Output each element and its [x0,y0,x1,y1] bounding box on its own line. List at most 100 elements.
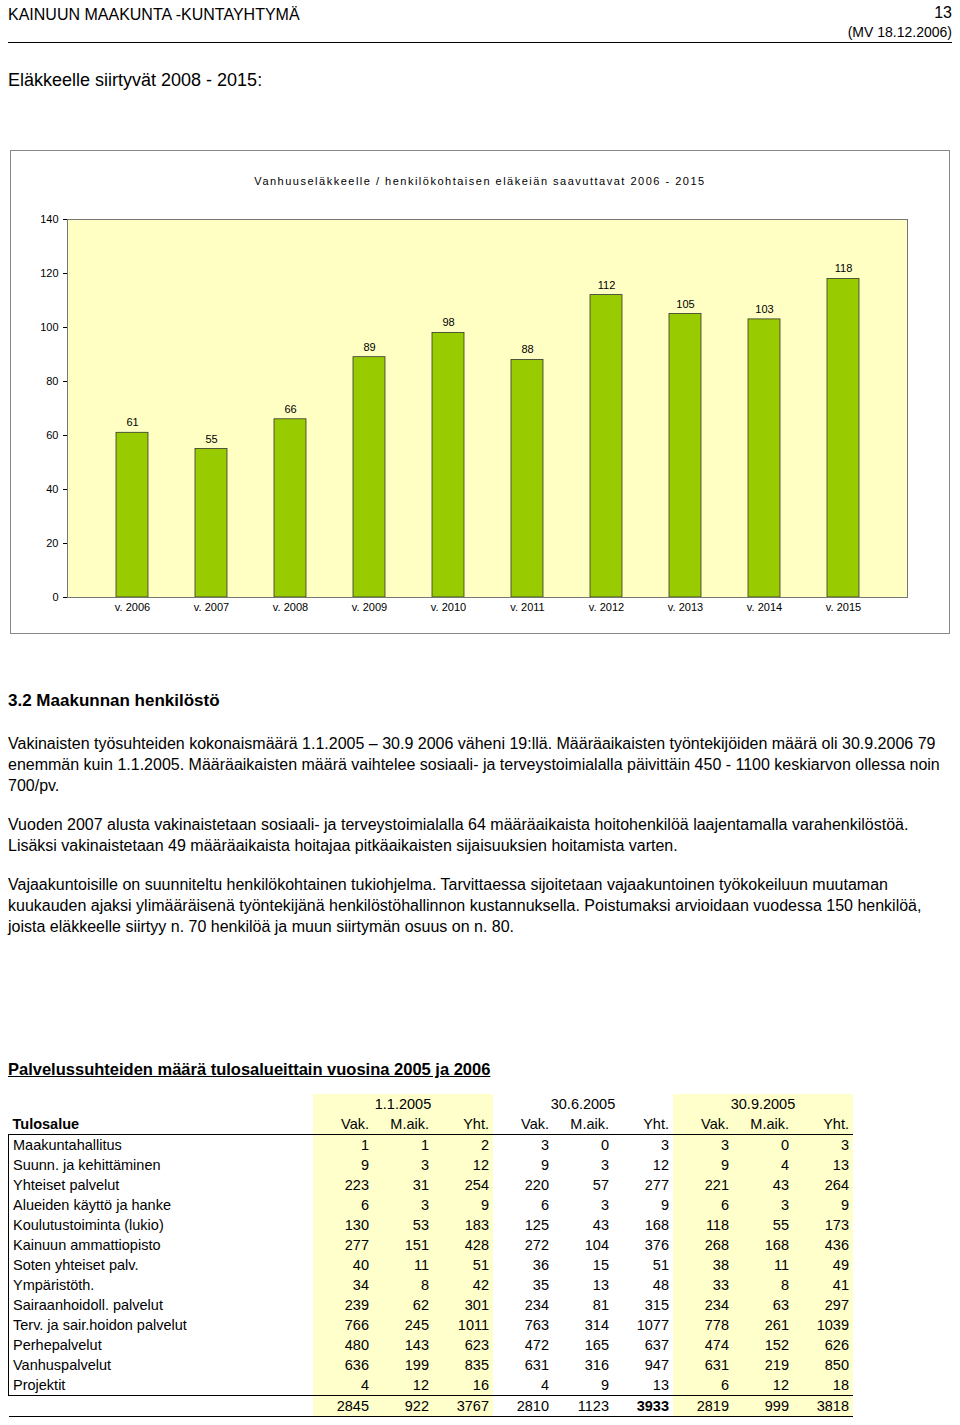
html-text:221: 221 [704,1177,729,1193]
svg-text:80: 80 [46,375,58,387]
html-text:277: 277 [344,1237,369,1253]
html-text:Soten yhteiset palv.: Soten yhteiset palv. [13,1257,139,1273]
svg-text:v. 2011: v. 2011 [510,601,544,613]
svg-text:v. 2007: v. 2007 [194,601,229,613]
svg-text:89: 89 [363,341,375,353]
html-text:272: 272 [524,1237,549,1253]
svg-text:20: 20 [46,537,58,549]
svg-text:103: 103 [755,303,773,315]
html-text:Vak.: Vak. [341,1116,369,1132]
html-text:13: 13 [934,4,952,21]
html-text:30.9.2005: 30.9.2005 [730,1096,796,1112]
svg-text:98: 98 [442,316,454,328]
html-text:254: 254 [464,1177,489,1193]
svg-text:0: 0 [52,591,58,603]
html-text:183: 183 [464,1217,489,1233]
html-text:12: 12 [472,1157,489,1173]
svg-text:v. 2006: v. 2006 [115,601,150,613]
svg-text:140: 140 [40,213,58,225]
html-text:1.1.2005: 1.1.2005 [374,1096,432,1112]
svg-text:120: 120 [40,267,58,279]
html-text:173: 173 [824,1217,849,1233]
html-text:36: 36 [532,1257,549,1273]
html-text:436: 436 [824,1237,849,1253]
html-text:Koulutustoiminta (lukio): Koulutustoiminta (lukio) [13,1217,164,1233]
html-text:264: 264 [824,1177,849,1193]
html-text:Vajaakuntoisille on suunnitelt: Vajaakuntoisille on suunniteltu henkilök… [8,876,922,935]
svg-text:v. 2009: v. 2009 [352,601,387,613]
html-text:34: 34 [352,1277,369,1293]
html-text:11: 11 [773,1257,789,1273]
html-text:Kainuun ammattiopisto: Kainuun ammattiopisto [13,1237,161,1253]
html-text:220: 220 [524,1177,549,1193]
html-text:M.aik.: M.aik. [390,1116,429,1132]
svg-text:v. 2010: v. 2010 [431,601,466,613]
html-text:168: 168 [764,1237,789,1253]
html-text:30.6.2005: 30.6.2005 [550,1096,616,1112]
html-text:13: 13 [832,1157,849,1173]
svg-text:112: 112 [598,279,616,291]
html-text:43: 43 [772,1177,789,1193]
html-text:Vuoden 2007 alusta vakinaistet: Vuoden 2007 alusta vakinaistetaan sosiaa… [8,816,909,854]
html-text:118: 118 [705,1217,729,1233]
svg-text:61: 61 [126,416,138,428]
html-text:35: 35 [532,1277,549,1293]
html-text:57: 57 [592,1177,609,1193]
html-text:38: 38 [712,1257,729,1273]
html-text:168: 168 [644,1217,669,1233]
svg-text:88: 88 [521,343,533,355]
html-text:Eläkkeelle siirtyvät 2008 - 20: Eläkkeelle siirtyvät 2008 - 2015: [8,70,263,90]
html-text:Vakinaisten työsuhteiden kokon: Vakinaisten työsuhteiden kokonaismäärä 1… [8,735,940,794]
html-text:Yht.: Yht. [823,1116,849,1132]
html-text:104: 104 [584,1237,609,1253]
html-text:125: 125 [524,1217,549,1233]
svg-text:v. 2014: v. 2014 [747,601,782,613]
html-text:11: 11 [413,1257,429,1273]
html-text:Yht.: Yht. [463,1116,489,1132]
svg-text:55: 55 [205,433,217,445]
html-text:49: 49 [832,1257,849,1273]
html-text:51: 51 [652,1257,669,1273]
html-text:Maakuntahallitus: Maakuntahallitus [13,1137,122,1153]
html-text:Yhteiset palvelut: Yhteiset palvelut [13,1177,120,1193]
svg-text:66: 66 [284,403,296,415]
svg-text:v. 2008: v. 2008 [273,601,308,613]
svg-text:40: 40 [46,483,58,495]
html-text:376: 376 [644,1237,669,1253]
html-text:15: 15 [592,1257,609,1273]
html-text:Tulosalue: Tulosalue [12,1116,80,1132]
svg-text:105: 105 [676,298,694,310]
svg-text:v. 2013: v. 2013 [668,601,703,613]
html-text:M.aik.: M.aik. [750,1116,789,1132]
html-text:43: 43 [592,1217,609,1233]
html-text:Vak.: Vak. [701,1116,729,1132]
html-text:53: 53 [412,1217,429,1233]
html-text:M.aik.: M.aik. [570,1116,609,1132]
html-text:55: 55 [772,1217,789,1233]
html-text:42: 42 [472,1277,489,1293]
html-text:51: 51 [472,1257,489,1273]
html-text:Vak.: Vak. [521,1116,549,1132]
html-text:Palvelussuhteiden määrä tulosa: Palvelussuhteiden määrä tulosalueittain … [8,1060,491,1078]
svg-text:100: 100 [40,321,58,333]
html-text:(MV 18.12.2006): (MV 18.12.2006) [847,24,952,40]
html-text:151: 151 [404,1237,429,1253]
html-text:277: 277 [644,1177,669,1193]
svg-text:v. 2012: v. 2012 [589,601,624,613]
html-text:223: 223 [344,1177,369,1193]
html-text:Yht.: Yht. [643,1116,669,1132]
html-text:Suunn. ja kehittäminen: Suunn. ja kehittäminen [13,1157,161,1173]
html-text:Ympäristöth.: Ympäristöth. [13,1277,95,1293]
html-text:40: 40 [352,1257,369,1273]
html-text:KAINUUN MAAKUNTA -KUNTAYHTYMÄ: KAINUUN MAAKUNTA -KUNTAYHTYMÄ [8,6,300,23]
html-text:130: 130 [344,1217,369,1233]
svg-text:118: 118 [835,262,853,274]
html-text:31: 31 [412,1177,429,1193]
svg-text:v. 2015: v. 2015 [826,601,861,613]
html-text:Alueiden käyttö ja hanke: Alueiden käyttö ja hanke [13,1197,171,1213]
html-text:428: 428 [464,1237,489,1253]
html-text:268: 268 [704,1237,729,1253]
svg-text:60: 60 [46,429,58,441]
html-text:12: 12 [652,1157,669,1173]
html-text:3.2 Maakunnan henkilöstö: 3.2 Maakunnan henkilöstö [8,691,220,710]
